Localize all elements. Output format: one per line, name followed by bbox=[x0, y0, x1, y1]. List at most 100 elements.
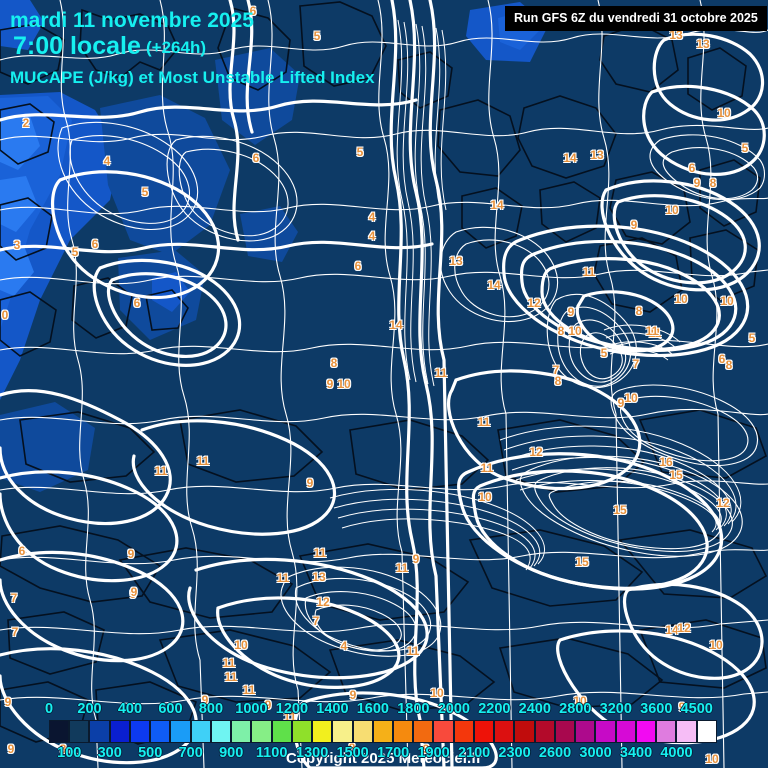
contour-value-label: 6 bbox=[718, 352, 726, 366]
color-scale-swatch bbox=[49, 720, 70, 743]
contour-value-label: 10 bbox=[720, 294, 734, 308]
color-scale-swatch bbox=[635, 720, 657, 743]
contour-value-label: 8 bbox=[330, 356, 338, 370]
contour-value-label: 6 bbox=[688, 161, 696, 175]
contour-value-label: 14 bbox=[389, 318, 403, 332]
contour-value-label: 5 bbox=[141, 185, 149, 199]
contour-value-label: 5 bbox=[356, 145, 364, 159]
contour-value-label: 7 bbox=[552, 363, 560, 377]
forecast-time: 7:00 locale bbox=[13, 32, 141, 60]
color-scale-bar bbox=[49, 720, 717, 743]
color-scale-swatch bbox=[372, 720, 393, 743]
contour-value-label: 14 bbox=[490, 198, 504, 212]
contour-value-label: 13 bbox=[312, 570, 326, 584]
contour-value-label: 8 bbox=[59, 742, 67, 756]
color-scale-swatch bbox=[514, 720, 535, 743]
color-scale-tick: 3000 bbox=[579, 745, 612, 761]
contour-value-label: 7 bbox=[312, 614, 320, 628]
color-scale-swatch bbox=[676, 720, 697, 743]
color-scale-swatch bbox=[554, 720, 576, 743]
contour-value-label: 11 bbox=[154, 464, 168, 478]
contour-value-label: 11 bbox=[395, 561, 409, 575]
color-scale-swatch bbox=[534, 720, 555, 743]
color-scale-swatch bbox=[190, 720, 211, 743]
contour-value-label: 9 bbox=[4, 695, 12, 709]
contour-value-label: 4 bbox=[368, 210, 376, 224]
contour-value-label: 11 bbox=[242, 683, 256, 697]
color-scale-swatch bbox=[251, 720, 272, 743]
color-scale-tick: 4000 bbox=[660, 745, 693, 761]
color-scale-tick: 1000 bbox=[235, 701, 268, 717]
contour-value-label: 9 bbox=[264, 698, 272, 712]
contour-value-label: 10 bbox=[674, 292, 688, 306]
contour-value-label: 4 bbox=[103, 154, 111, 168]
contour-value-label: 16 bbox=[659, 455, 673, 469]
color-scale-swatch bbox=[271, 720, 292, 743]
color-scale-tick: 200 bbox=[77, 701, 102, 717]
contour-value-label: 11 bbox=[582, 265, 596, 279]
contour-value-label: 15 bbox=[669, 468, 683, 482]
contour-value-label: 9 bbox=[326, 377, 334, 391]
color-scale-swatch bbox=[575, 720, 596, 743]
contour-value-label: 9 bbox=[678, 700, 686, 714]
contour-value-label: 5 bbox=[748, 331, 756, 345]
color-scale-swatch bbox=[433, 720, 454, 743]
color-scale-tick: 800 bbox=[198, 701, 224, 717]
color-scale-tick: 3400 bbox=[619, 745, 653, 761]
model-run-box: Run GFS 6Z du vendredi 31 octobre 2025 bbox=[505, 6, 767, 31]
cape-fill-layer bbox=[0, 0, 548, 492]
color-scale-swatch bbox=[69, 720, 90, 743]
contour-value-label: 10 bbox=[717, 106, 731, 120]
contour-value-label: 11 bbox=[648, 326, 662, 340]
contour-value-label: 6 bbox=[18, 544, 26, 558]
contour-value-label: 10 bbox=[234, 638, 248, 652]
contour-value-label: 3 bbox=[13, 238, 21, 252]
contour-value-label: 6 bbox=[91, 237, 99, 251]
contour-value-label: 9 bbox=[693, 176, 701, 190]
contour-value-label: 12 bbox=[529, 445, 543, 459]
color-scale-swatch bbox=[150, 720, 171, 743]
contour-value-label: 10 bbox=[337, 377, 351, 391]
contour-value-label: 8 bbox=[348, 741, 356, 755]
contour-value-label: 8 bbox=[554, 374, 562, 388]
contour-value-label: 11 bbox=[480, 461, 494, 475]
contour-value-label: 11 bbox=[222, 656, 236, 670]
contour-value-label: 15 bbox=[575, 555, 589, 569]
contour-value-label: 6 bbox=[354, 259, 362, 273]
contour-value-label: 10 bbox=[573, 694, 587, 708]
contour-value-label: 12 bbox=[677, 621, 691, 635]
contour-value-label: 9 bbox=[130, 585, 138, 599]
color-scale-swatch bbox=[109, 720, 130, 743]
color-scale-tick: 1500 bbox=[336, 745, 369, 761]
contour-value-label: 6 bbox=[133, 296, 141, 310]
contour-value-label: 5 bbox=[741, 141, 749, 155]
color-scale-swatch bbox=[312, 720, 333, 743]
color-scale-tick: 600 bbox=[158, 701, 183, 717]
color-scale-tick: 3200 bbox=[599, 701, 632, 717]
contour-value-label: 11 bbox=[645, 324, 659, 338]
color-scale-swatch bbox=[656, 720, 677, 743]
contour-value-label: 8 bbox=[635, 304, 643, 318]
color-scale-tick: 400 bbox=[117, 701, 143, 717]
color-scale-tick: 4500 bbox=[680, 701, 713, 717]
color-scale-swatch bbox=[392, 720, 414, 743]
contour-value-label: 9 bbox=[630, 218, 638, 232]
copyright-notice: Copyright 2025 Meteociel.fr bbox=[286, 750, 482, 767]
contour-value-label: 12 bbox=[716, 496, 730, 510]
contour-value-label: 8 bbox=[557, 324, 565, 338]
color-scale-tick: 1200 bbox=[275, 701, 309, 717]
contour-value-label: 10 bbox=[568, 324, 582, 338]
contour-value-label: 5 bbox=[71, 245, 79, 259]
contour-value-label: 13 bbox=[696, 37, 710, 51]
contour-value-label: 11 bbox=[406, 644, 420, 658]
color-scale-swatch bbox=[453, 720, 474, 743]
contour-value-label: 9 bbox=[617, 396, 625, 410]
color-scale-swatch bbox=[210, 720, 232, 743]
color-scale-swatch bbox=[352, 720, 373, 743]
contour-value-label: 11 bbox=[224, 670, 238, 684]
color-scale-tick: 1300 bbox=[296, 745, 329, 761]
contour-value-label: 9 bbox=[422, 742, 430, 756]
contour-value-label: 6 bbox=[252, 151, 260, 165]
